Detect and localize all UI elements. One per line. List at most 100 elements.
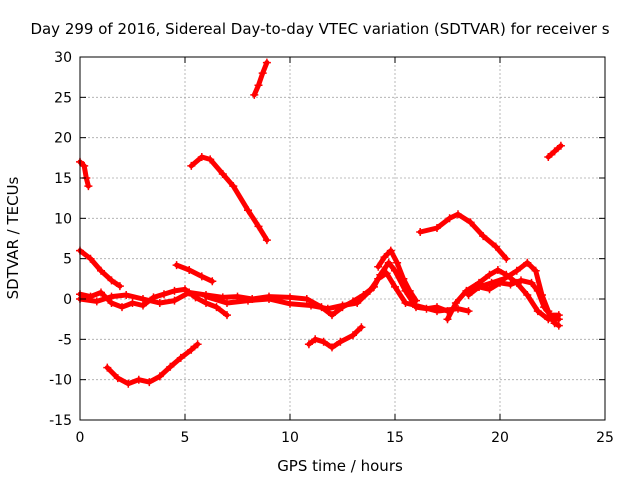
data-point [531, 266, 540, 275]
data-point [323, 304, 332, 313]
data-point [197, 272, 206, 281]
data-series-arc-3 [187, 153, 271, 245]
data-point [550, 319, 559, 328]
data-point [155, 299, 164, 307]
data-point [328, 343, 336, 352]
data-point [185, 288, 194, 297]
y-tick-label: 15 [54, 171, 72, 187]
data-point [491, 242, 500, 251]
data-point [244, 206, 252, 215]
data-point [479, 232, 488, 241]
data-point [384, 258, 393, 267]
data-point [139, 295, 147, 303]
data-point [485, 270, 494, 279]
data-point [286, 299, 294, 308]
data-point [433, 307, 441, 316]
data-point [554, 321, 563, 330]
series-line [203, 270, 471, 314]
data-point [84, 182, 93, 191]
y-axis-label: SDTVAR / TECUs [4, 176, 22, 299]
data-point [145, 378, 154, 387]
series-line [104, 341, 201, 387]
data-point [523, 291, 532, 299]
data-point [365, 286, 374, 295]
series-line [445, 267, 562, 322]
data-point [124, 379, 133, 388]
data-point [176, 353, 185, 362]
data-point [92, 297, 101, 306]
data-point [405, 286, 414, 295]
data-series-arc-8 [103, 340, 202, 388]
y-tick-label: -15 [49, 413, 72, 429]
data-point [304, 340, 313, 349]
data-point [401, 299, 410, 307]
data-point [197, 153, 206, 161]
data-point [527, 278, 536, 287]
data-point [451, 299, 460, 307]
data-point [462, 286, 471, 295]
data-point [454, 210, 462, 219]
y-tick-label: 20 [54, 131, 72, 147]
data-point [523, 258, 532, 267]
data-point [380, 253, 389, 262]
data-point [386, 246, 395, 255]
data-point [319, 337, 328, 346]
data-point [172, 261, 181, 270]
data-point [464, 291, 473, 299]
data-point [187, 161, 196, 170]
data-point [206, 155, 215, 164]
data-point [502, 254, 511, 263]
data-point [170, 296, 179, 305]
data-point [302, 295, 311, 303]
data-point [399, 274, 408, 283]
x-tick-label: 25 [596, 430, 614, 446]
data-point [223, 311, 231, 320]
data-point [393, 258, 402, 267]
data-point [506, 280, 515, 289]
data-point [258, 69, 267, 78]
data-point [223, 299, 231, 307]
data-series-arc-5 [416, 210, 511, 263]
y-tick-label: 5 [63, 252, 72, 268]
chart-title: Day 299 of 2016, Sidereal Day-to-day VTE… [30, 20, 609, 38]
data-point [357, 323, 366, 332]
data-point [233, 292, 242, 301]
data-point [103, 363, 112, 372]
data-point [250, 90, 259, 99]
data-series-arc-1 [76, 157, 93, 191]
data-point [97, 288, 105, 297]
x-tick-label: 20 [491, 430, 509, 446]
data-point [80, 161, 89, 170]
data-point [544, 153, 553, 161]
data-series-arc-6 [76, 246, 124, 291]
x-tick-label: 10 [281, 430, 299, 446]
data-series-arc-7 [172, 261, 217, 286]
data-point [311, 335, 320, 344]
data-series-arc-2 [250, 58, 271, 99]
data-point [517, 276, 525, 285]
x-tick-label: 0 [76, 430, 85, 446]
series-line [476, 277, 562, 318]
data-point [475, 282, 483, 291]
data-point [328, 311, 336, 320]
data-point [433, 224, 441, 232]
series-layer [76, 58, 565, 388]
data-series-arc-9 [304, 323, 366, 352]
data-point [97, 266, 105, 275]
data-point [512, 266, 521, 275]
data-point [353, 299, 362, 307]
data-point [265, 295, 273, 303]
axis-ticks: -15 -10 -5 0 5 10 15 20 25 30 0 5 10 15 20 25 [49, 50, 614, 446]
series-line [417, 211, 509, 262]
data-point [464, 307, 473, 316]
data-point [170, 286, 179, 295]
data-point [374, 274, 383, 283]
data-point [155, 372, 164, 381]
data-point [550, 147, 559, 156]
data-point [349, 331, 357, 340]
data-point [160, 290, 168, 299]
data-point [128, 299, 137, 307]
x-tick-label: 5 [181, 430, 190, 446]
data-point [218, 170, 227, 178]
data-series-arc-4 [544, 141, 565, 161]
